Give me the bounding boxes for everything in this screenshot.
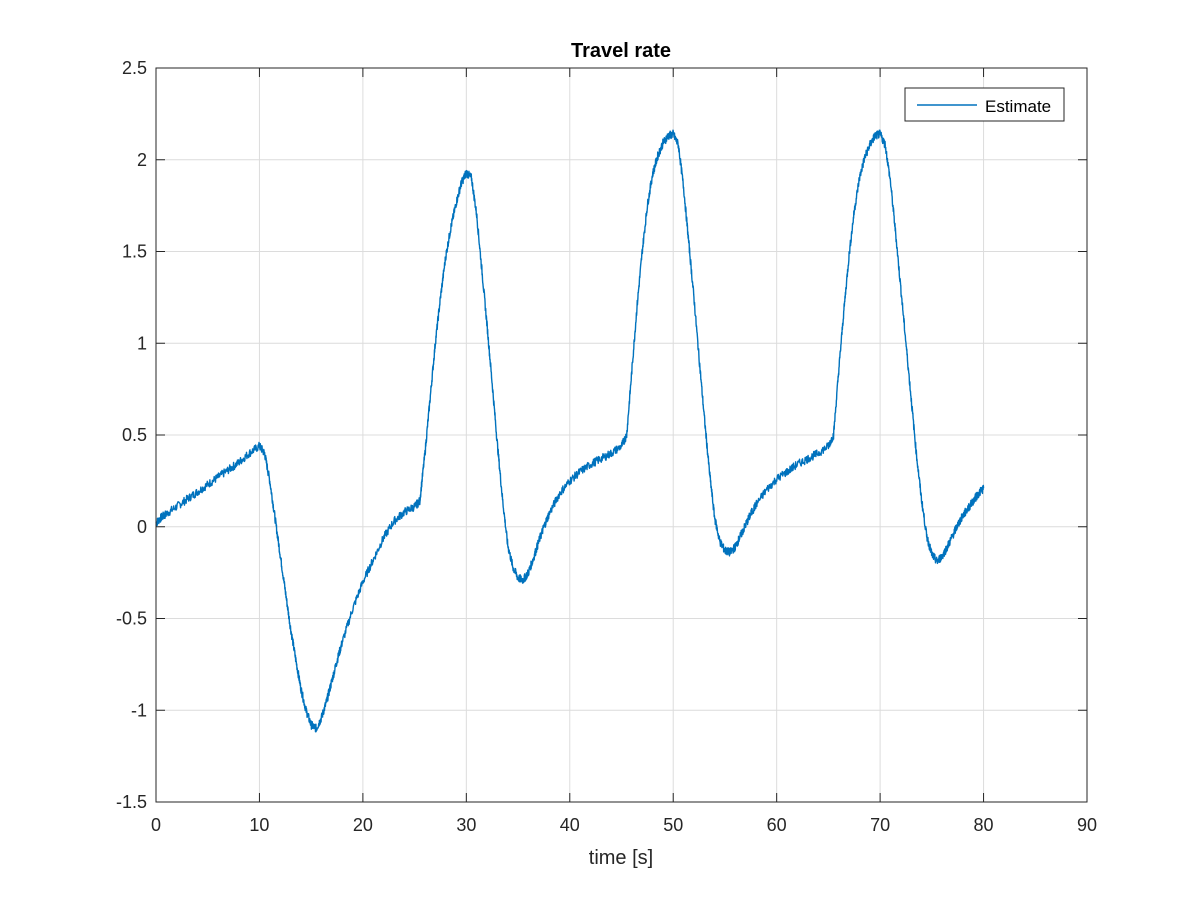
x-tick-label: 10 (249, 815, 269, 835)
y-tick-label: -1 (131, 700, 147, 720)
y-tick-label: -1.5 (116, 792, 147, 812)
y-tick-label: 2.5 (122, 58, 147, 78)
x-tick-label: 40 (560, 815, 580, 835)
tick-marks (155, 67, 1088, 803)
x-tick-label: 50 (663, 815, 683, 835)
x-tick-label: 20 (353, 815, 373, 835)
y-tick-labels: -1.5 -1 -0.5 0 0.5 1 1.5 2 2.5 (116, 58, 147, 812)
x-axis-title: time [s] (589, 847, 653, 869)
series-line-estimate (155, 129, 985, 733)
x-tick-label: 70 (870, 815, 890, 835)
x-tick-label: 90 (1077, 815, 1097, 835)
y-tick-label: 1.5 (122, 242, 147, 262)
x-tick-labels: 0 10 20 30 40 50 60 70 80 90 (151, 815, 1097, 835)
legend-label-estimate: Estimate (985, 97, 1051, 116)
x-tick-label: 30 (456, 815, 476, 835)
y-tick-label: 0 (137, 517, 147, 537)
y-tick-label: -0.5 (116, 609, 147, 629)
grid-lines (156, 68, 1087, 802)
x-tick-label: 0 (151, 815, 161, 835)
y-tick-label: 0.5 (122, 425, 147, 445)
x-tick-label: 60 (767, 815, 787, 835)
legend: Estimate (904, 87, 1065, 122)
x-tick-label: 80 (974, 815, 994, 835)
chart-title: Travel rate (571, 40, 671, 62)
y-tick-label: 2 (137, 150, 147, 170)
y-tick-label: 1 (137, 333, 147, 353)
series-layer (155, 129, 985, 733)
